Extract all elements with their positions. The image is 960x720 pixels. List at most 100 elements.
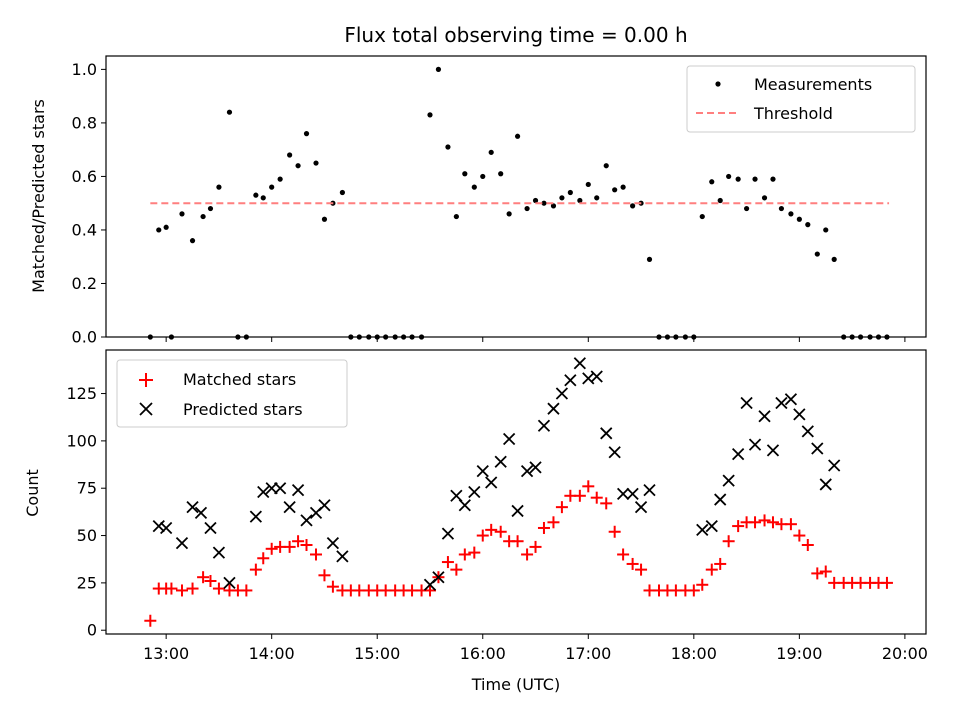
y-tick-label: 0.4 bbox=[72, 220, 97, 239]
predicted-star-point bbox=[223, 576, 236, 590]
matched-star-point bbox=[766, 516, 779, 529]
x-tick-label: 19:00 bbox=[776, 644, 822, 663]
measurement-point bbox=[585, 181, 591, 188]
matched-star-point bbox=[326, 580, 339, 593]
matched-star-point bbox=[784, 518, 797, 531]
matched-star-point bbox=[292, 535, 305, 548]
predicted-star-point bbox=[300, 514, 313, 527]
matched-star-point bbox=[450, 563, 463, 576]
measurement-point bbox=[761, 195, 768, 201]
matched-star-point bbox=[423, 584, 436, 597]
bottom-axes: 0 25 50 75 100 125 13:00 14:00 15:00 16:00 17:00 18… bbox=[66, 384, 927, 663]
predicted-star-point bbox=[432, 571, 445, 584]
matched-star-point bbox=[204, 574, 217, 587]
predicted-star-point bbox=[152, 519, 165, 533]
predicted-star-point bbox=[819, 478, 832, 491]
y-tick-label: 125 bbox=[66, 384, 97, 403]
predicted-star-point bbox=[458, 499, 471, 512]
predicted-star-point bbox=[291, 483, 305, 497]
predicted-star-point bbox=[766, 444, 780, 457]
predicted-star-point bbox=[468, 485, 481, 499]
legend-threshold-label: Threshold bbox=[753, 104, 833, 123]
matched-star-point bbox=[212, 582, 225, 595]
measurement-point bbox=[796, 216, 802, 222]
predicted-star-point bbox=[186, 501, 199, 514]
measurement-point bbox=[717, 197, 723, 204]
measurement-point bbox=[514, 133, 521, 139]
measurement-point bbox=[339, 189, 345, 196]
measurement-point bbox=[620, 184, 626, 190]
measurement-point bbox=[313, 160, 319, 166]
measurement-point bbox=[295, 163, 301, 169]
predicted-star-point bbox=[537, 419, 551, 432]
matched-star-point bbox=[257, 552, 270, 565]
matched-star-point bbox=[529, 540, 542, 553]
measurement-point bbox=[253, 192, 259, 198]
legend-measurements-label: Measurements bbox=[754, 75, 872, 94]
predicted-star-point bbox=[494, 455, 507, 468]
y-tick-label: 0.6 bbox=[72, 167, 97, 186]
measurement-point bbox=[488, 149, 494, 155]
predicted-star-point bbox=[801, 425, 814, 438]
matched-star-point bbox=[186, 582, 199, 595]
predicted-star-point bbox=[784, 393, 798, 406]
predicted-star-point bbox=[476, 465, 489, 478]
predicted-star-point bbox=[529, 461, 542, 474]
measurement-point bbox=[612, 187, 618, 193]
measurement-point bbox=[735, 176, 741, 182]
legend-predicted-label: Predicted stars bbox=[183, 400, 303, 419]
measurement-point bbox=[156, 227, 162, 233]
matched-star-point bbox=[722, 535, 735, 548]
y-tick-label: 0.8 bbox=[72, 113, 97, 132]
matched-star-point bbox=[240, 584, 253, 597]
matched-star-point bbox=[300, 539, 313, 552]
measurement-point bbox=[709, 179, 715, 185]
measurement-point bbox=[577, 197, 583, 204]
x-tick-label: 15:00 bbox=[354, 644, 400, 663]
matched-star-point bbox=[573, 489, 586, 502]
matched-star-point bbox=[617, 548, 630, 561]
matched-star-point bbox=[555, 501, 568, 514]
predicted-star-point bbox=[626, 487, 639, 501]
measurement-point bbox=[260, 195, 266, 201]
measurement-point bbox=[462, 171, 468, 177]
matched-star-point bbox=[144, 614, 157, 627]
measurement-point bbox=[498, 171, 504, 177]
measurement-point bbox=[550, 203, 557, 209]
measurement-point bbox=[752, 176, 758, 182]
measurement-point bbox=[778, 205, 785, 212]
matched-star-point bbox=[537, 521, 550, 534]
x-axis-label: Time (UTC) bbox=[471, 675, 560, 694]
measurement-point bbox=[163, 224, 169, 230]
matched-star-point bbox=[687, 584, 700, 597]
measurement-point bbox=[805, 222, 811, 228]
bottom-legend: Matched stars Predicted stars bbox=[116, 359, 348, 428]
matched-star-point bbox=[732, 520, 745, 533]
predicted-star-point bbox=[485, 476, 498, 489]
predicted-star-point bbox=[696, 523, 709, 537]
measurement-point bbox=[814, 251, 820, 257]
measurement-point bbox=[303, 131, 310, 137]
top-axes: 0.0 0.2 0.4 0.6 0.8 1.0 bbox=[72, 60, 906, 347]
legend-measurements-marker bbox=[715, 81, 721, 87]
predicted-star-point bbox=[520, 465, 534, 478]
measurement-point bbox=[541, 200, 547, 206]
measurement-point bbox=[435, 66, 442, 72]
measurement-point bbox=[506, 211, 512, 217]
measurement-point bbox=[630, 203, 636, 209]
measurement-point bbox=[603, 163, 609, 169]
top-plot-area bbox=[147, 66, 890, 340]
matched-star-point bbox=[468, 546, 481, 559]
predicted-star-point bbox=[705, 519, 718, 533]
matched-star-point bbox=[608, 525, 621, 538]
top-axes-frame bbox=[105, 55, 927, 338]
predicted-star-point bbox=[828, 459, 841, 472]
measurement-point bbox=[567, 189, 573, 196]
matched-star-point bbox=[521, 548, 534, 561]
measurement-point bbox=[445, 144, 451, 150]
matched-star-point bbox=[793, 529, 806, 542]
predicted-star-point bbox=[740, 396, 753, 410]
matched-star-point bbox=[511, 535, 524, 548]
predicted-star-point bbox=[732, 447, 745, 461]
predicted-star-point bbox=[283, 501, 296, 514]
